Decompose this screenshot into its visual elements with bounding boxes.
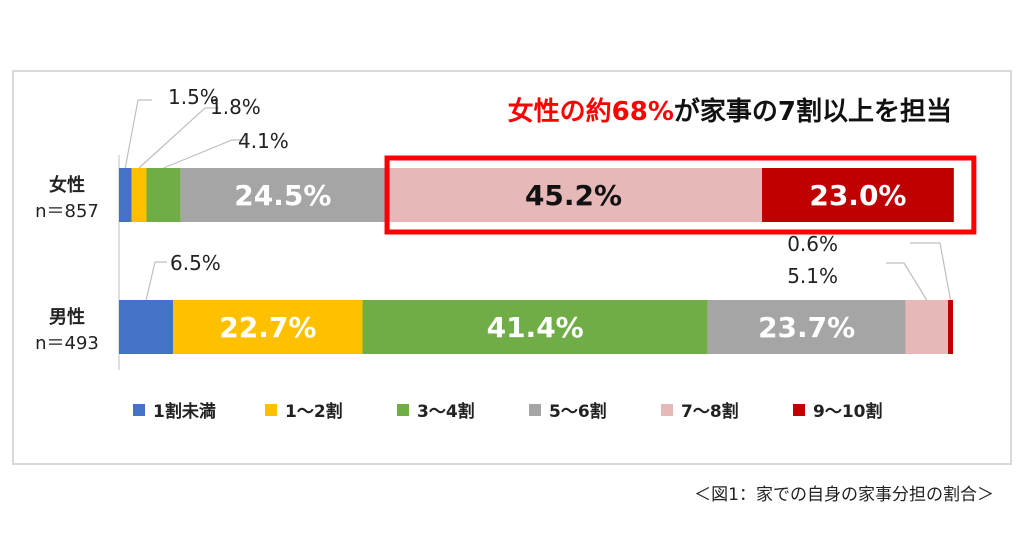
leader-line (910, 242, 952, 301)
leader-line (138, 107, 219, 169)
legend-label: 1～2割 (285, 401, 343, 422)
category-n-label: n＝493 (35, 333, 99, 354)
legend-swatch (793, 404, 805, 416)
legend-label: 9～10割 (813, 401, 883, 422)
category-n-label: n＝857 (35, 201, 99, 222)
figure-caption: ＜図1：家での自身の家事分担の割合＞ (694, 485, 994, 505)
leader-line (163, 139, 246, 169)
data-label: 1.5% (168, 85, 219, 109)
bar-segment (707, 300, 906, 354)
highlight-box (384, 155, 977, 235)
leader-line (145, 261, 167, 301)
data-label: 5.1% (787, 264, 838, 288)
data-label: 41.4% (487, 311, 584, 344)
legend-swatch (133, 404, 145, 416)
data-label: 6.5% (170, 251, 221, 275)
legend-swatch (661, 404, 673, 416)
data-label: 0.6% (787, 232, 838, 256)
data-label: 22.7% (219, 311, 316, 344)
data-label: 23.7% (758, 311, 855, 344)
data-label: 23.0% (809, 179, 906, 212)
chart-title: 女性の約68%が家事の7割以上を担当 (508, 96, 952, 127)
chart-title-rest: が家事の7割以上を担当 (674, 96, 952, 127)
bar-segment (146, 168, 181, 222)
legend-label: 5～6割 (549, 401, 607, 422)
legend-label: 7～8割 (681, 401, 739, 422)
legend-swatch (265, 404, 277, 416)
chart-frame (12, 70, 1012, 465)
svg-text:女性の約68%が家事の7割以上を担当: 女性の約68%が家事の7割以上を担当 (508, 96, 952, 127)
bar-segment (119, 300, 174, 354)
data-label: 4.1% (238, 129, 289, 153)
leader-line (886, 262, 928, 301)
bar-segment (173, 300, 363, 354)
data-label: 24.5% (234, 179, 331, 212)
legend-swatch (529, 404, 541, 416)
bar-segment (905, 300, 948, 354)
data-label: 1.8% (210, 95, 261, 119)
data-label: 45.2% (525, 179, 622, 212)
bar-segment (385, 168, 763, 222)
bar-segment (362, 300, 708, 354)
legend-swatch (397, 404, 409, 416)
leader-line (124, 99, 152, 169)
category-label: 女性 (49, 174, 85, 196)
bar-segment (131, 168, 147, 222)
bar-segment (762, 168, 954, 222)
legend-label: 1割未満 (153, 401, 216, 422)
chart-title-highlight: 女性の約68% (508, 96, 674, 127)
legend-label: 3～4割 (417, 401, 475, 422)
bar-segment (947, 300, 953, 354)
category-label: 男性 (49, 306, 85, 328)
bar-segment (119, 168, 132, 222)
bar-segment (180, 168, 386, 222)
